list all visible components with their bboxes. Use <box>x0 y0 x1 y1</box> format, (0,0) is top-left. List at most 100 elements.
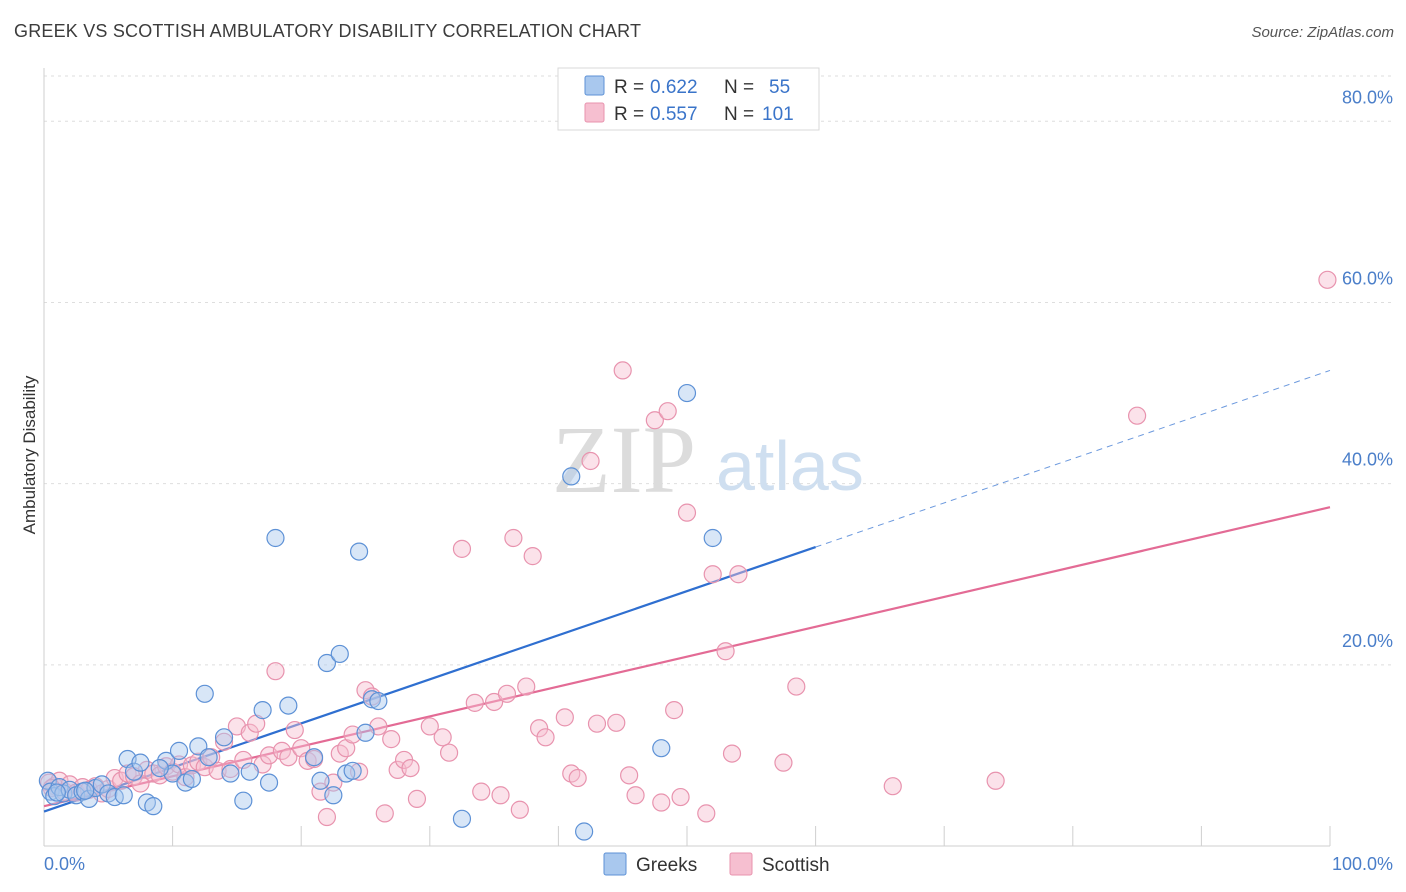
y-tick-label: 40.0% <box>1342 450 1393 470</box>
greeks-point <box>182 769 201 789</box>
scottish-point <box>568 768 587 788</box>
scottish-points <box>40 270 1337 827</box>
scottish-point <box>1318 270 1337 289</box>
scottish-point <box>986 771 1005 790</box>
greeks-point <box>92 775 111 794</box>
legend-scottish-r-value: 0.557 <box>650 104 698 125</box>
legend-scottish-n-value: 101 <box>762 104 794 125</box>
scottish-point <box>234 750 253 770</box>
scottish-point <box>401 758 420 778</box>
scottish-point <box>1127 406 1147 425</box>
scottish-point <box>510 800 529 819</box>
series-legend: Greeks Scottish <box>603 852 830 876</box>
greeks-point <box>677 383 697 403</box>
scottish-point <box>645 411 664 430</box>
correlation-legend: R = 0.622 N = 55 R = 0.557 N = 101 <box>557 67 820 131</box>
greeks-point <box>221 764 240 783</box>
scottish-point <box>221 759 240 779</box>
bottom-legend-swatch-scottish <box>729 852 753 876</box>
y-tick-label: 80.0% <box>1342 87 1393 107</box>
greeks-point <box>240 762 259 781</box>
scottish-point <box>375 804 394 823</box>
scottish-point <box>787 677 806 696</box>
scottish-point <box>587 714 607 733</box>
greeks-point <box>349 542 369 561</box>
scottish-point <box>420 717 439 736</box>
greeks-point <box>324 786 343 805</box>
greeks-point <box>562 467 581 486</box>
scottish-point <box>665 701 684 720</box>
y-tick-label: 60.0% <box>1342 268 1393 288</box>
x-tick-label-max: 100.0% <box>1332 854 1393 874</box>
greeks-point <box>304 748 324 767</box>
greeks-point <box>259 773 279 792</box>
greeks-point <box>343 761 362 780</box>
y-tick-labels: 20.0% 40.0% 60.0% 80.0% <box>1342 87 1393 651</box>
greeks-point <box>317 653 337 673</box>
scottish-point <box>626 786 645 805</box>
scottish-point <box>697 804 716 823</box>
scottish-point <box>671 787 690 807</box>
y-axis-label: Ambulatory Disability <box>20 375 39 534</box>
greeks-point <box>253 701 272 720</box>
greeks-point <box>356 723 375 742</box>
bottom-legend-scottish: Scottish <box>762 855 830 876</box>
x-tick-marks <box>43 826 1331 846</box>
scottish-point <box>504 528 523 548</box>
y-tick-label: 20.0% <box>1342 631 1393 651</box>
greeks-point <box>195 684 214 703</box>
legend-greeks-r-value: 0.622 <box>650 77 698 98</box>
scottish-point <box>465 693 484 712</box>
scottish-point <box>652 793 671 812</box>
watermark-atlas: atlas <box>716 427 864 505</box>
bottom-legend-greeks: Greeks <box>636 855 697 876</box>
scottish-point <box>317 807 337 827</box>
greeks-point <box>575 822 594 841</box>
scottish-point <box>774 753 793 772</box>
greeks-point <box>311 771 330 790</box>
legend-greeks-r-label: R = <box>614 77 644 98</box>
scottish-point <box>285 720 304 740</box>
bottom-legend-swatch-greeks <box>603 852 627 876</box>
scottish-point <box>722 744 742 763</box>
legend-greeks-n-label: N = <box>724 77 754 98</box>
greeks-trend-line <box>43 546 816 813</box>
scottish-point <box>279 748 298 767</box>
greeks-point <box>47 783 66 802</box>
scottish-point <box>613 361 632 380</box>
scottish-point <box>407 789 427 808</box>
source-label: Source: ZipAtlas.com <box>1251 24 1394 41</box>
scottish-point <box>677 503 697 522</box>
greeks-point <box>362 690 382 709</box>
scottish-point <box>530 719 549 738</box>
legend-scottish-n-label: N = <box>724 104 754 125</box>
legend-swatch-scottish <box>584 102 605 123</box>
greeks-point <box>144 797 163 816</box>
greeks-point <box>199 748 218 767</box>
greeks-point <box>279 696 298 715</box>
scottish-point <box>716 642 735 661</box>
scottish-point <box>240 723 259 742</box>
legend-swatch-greeks <box>584 75 605 96</box>
legend-scottish-r-label: R = <box>614 104 644 125</box>
scottish-point <box>439 743 459 762</box>
greeks-point <box>214 728 234 747</box>
greeks-point <box>452 809 472 828</box>
scottish-point <box>523 547 542 566</box>
scottish-point <box>266 662 285 681</box>
greeks-point <box>266 528 285 548</box>
scottish-point <box>555 708 574 727</box>
scottish-point <box>658 402 677 421</box>
scottish-point <box>382 730 401 749</box>
scottish-point <box>703 565 722 584</box>
greeks-point <box>150 758 169 778</box>
greeks-point <box>330 644 349 664</box>
greeks-point <box>76 781 95 800</box>
scottish-point <box>729 565 748 584</box>
greeks-point <box>131 753 150 772</box>
scottish-trend-line <box>43 506 1331 808</box>
scottish-point <box>214 732 234 751</box>
greeks-point <box>105 787 124 807</box>
scottish-point <box>485 692 504 712</box>
